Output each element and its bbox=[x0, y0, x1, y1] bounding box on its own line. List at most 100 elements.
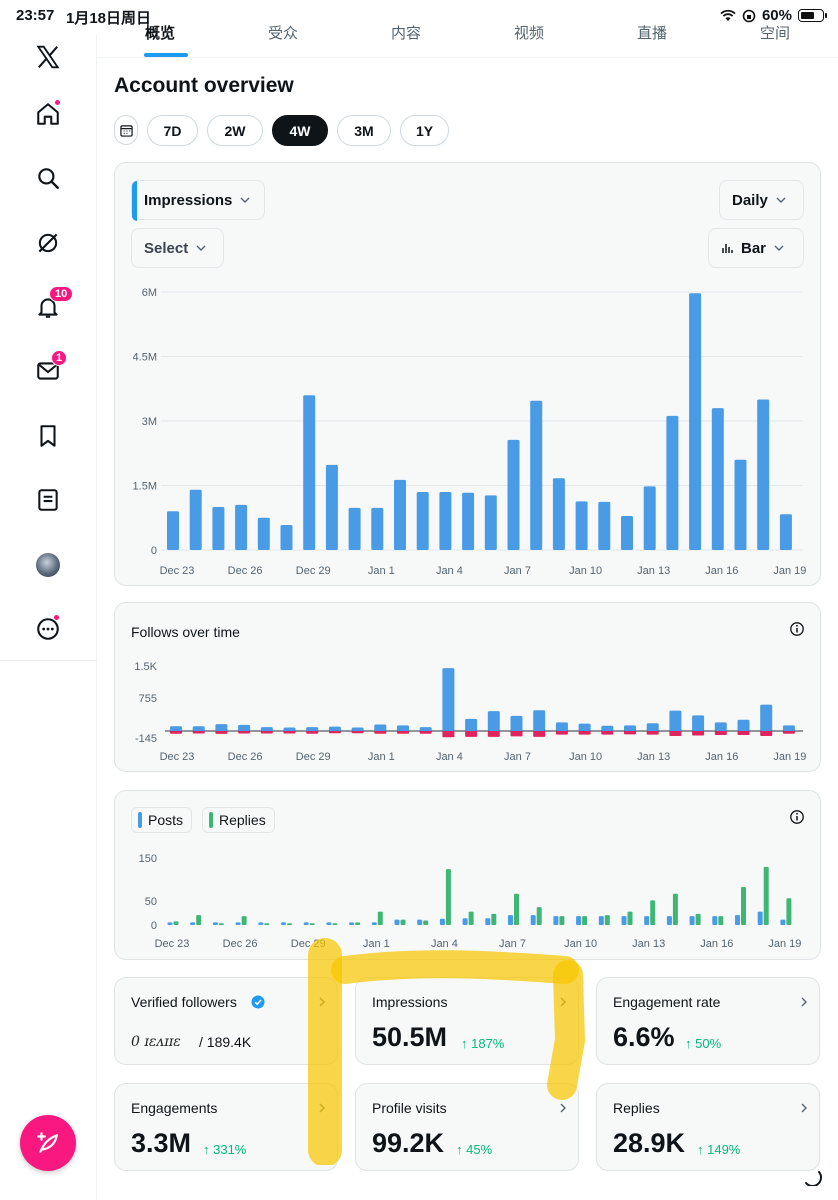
bookmarks-icon[interactable] bbox=[34, 422, 62, 450]
legend-replies-label: Replies bbox=[219, 812, 266, 828]
legend-replies[interactable]: Replies bbox=[202, 807, 275, 833]
more-icon[interactable] bbox=[34, 614, 62, 643]
compose-post-button[interactable] bbox=[20, 1115, 76, 1171]
bar bbox=[325, 464, 338, 550]
bar-gain bbox=[555, 722, 568, 731]
lists-icon[interactable] bbox=[34, 486, 62, 514]
messages-icon[interactable]: 1 bbox=[34, 350, 68, 385]
bar-gain bbox=[238, 724, 251, 731]
range-4w-button[interactable]: 4W bbox=[272, 115, 328, 146]
info-icon[interactable] bbox=[789, 809, 805, 825]
y-tick-label: 755 bbox=[139, 693, 157, 705]
bar bbox=[575, 501, 588, 550]
metric-dropdown[interactable]: Impressions bbox=[131, 180, 265, 221]
bar-replies bbox=[559, 916, 565, 925]
bar-posts bbox=[326, 922, 332, 925]
bar bbox=[439, 491, 452, 550]
stat-card-engagements[interactable]: Engagements 3.3M ↑ 331% bbox=[114, 1083, 338, 1171]
x-tick-label: Dec 29 bbox=[296, 751, 331, 763]
bar bbox=[212, 507, 225, 550]
range-2w-button[interactable]: 2W bbox=[207, 115, 263, 146]
bar-loss bbox=[782, 731, 795, 734]
bar-loss bbox=[533, 731, 546, 737]
x-tick-label: Jan 19 bbox=[773, 751, 806, 763]
tab-overview[interactable]: 概览 bbox=[145, 25, 176, 42]
stat-card-engagement-rate[interactable]: Engagement rate 6.6% ↑ 50% bbox=[596, 977, 820, 1065]
calendar-button[interactable] bbox=[114, 115, 138, 145]
legend-posts-label: Posts bbox=[148, 812, 184, 828]
range-3m-button[interactable]: 3M bbox=[337, 115, 391, 146]
tab-spaces[interactable]: 空间 bbox=[760, 25, 791, 42]
bar-gain bbox=[283, 727, 296, 731]
chevron-right-icon bbox=[801, 997, 807, 1007]
x-tick-label: Jan 7 bbox=[499, 938, 526, 950]
bar-replies bbox=[241, 916, 247, 925]
bar-gain bbox=[487, 711, 500, 731]
stat-label: Engagements bbox=[131, 1100, 218, 1116]
bar-gain bbox=[510, 715, 523, 731]
legend-posts[interactable]: Posts bbox=[131, 807, 193, 833]
home-icon[interactable] bbox=[34, 99, 62, 128]
y-tick-label: 0 bbox=[151, 920, 157, 932]
x-tick-label: Jan 10 bbox=[569, 565, 602, 577]
search-icon[interactable] bbox=[34, 164, 62, 192]
sidebar-divider bbox=[0, 660, 97, 661]
tab-audience[interactable]: 受众 bbox=[268, 25, 299, 42]
bar-loss bbox=[487, 731, 500, 737]
follows-chart-card: Follows over time -145 755 1.5K Dec 23 Dec 2… bbox=[114, 602, 821, 772]
battery-percent: 60% bbox=[761, 7, 792, 24]
bar-loss bbox=[760, 731, 773, 736]
tab-video[interactable]: 视频 bbox=[514, 25, 545, 42]
range-1y-button[interactable]: 1Y bbox=[400, 115, 449, 146]
bar-replies bbox=[400, 919, 406, 925]
y-tick-label: 1.5M bbox=[133, 481, 157, 493]
bar-loss bbox=[624, 731, 636, 735]
stat-card-impressions[interactable]: Impressions 50.5M ↑ 187% bbox=[355, 977, 579, 1065]
tab-live[interactable]: 直播 bbox=[637, 25, 668, 42]
bar-replies bbox=[445, 869, 451, 925]
bar-loss bbox=[351, 731, 364, 734]
stat-card-verified-followers[interactable]: Verified followers 0 ɪɛᴧɪɪɛ / 189.4K bbox=[114, 977, 338, 1065]
chevron-down-icon bbox=[196, 245, 206, 251]
bar-posts bbox=[190, 922, 196, 925]
y-tick-label: -145 bbox=[135, 733, 157, 745]
bar-posts bbox=[757, 911, 763, 925]
info-icon[interactable] bbox=[789, 621, 805, 637]
x-tick-label: Jan 4 bbox=[436, 565, 463, 577]
stat-change: ↑ 45% bbox=[456, 1142, 493, 1157]
x-tick-label: Dec 23 bbox=[160, 565, 195, 577]
notifications-icon[interactable]: 10 bbox=[34, 286, 74, 321]
bar-posts bbox=[462, 918, 468, 925]
grok-icon[interactable] bbox=[34, 229, 62, 257]
interval-dropdown[interactable]: Daily bbox=[719, 180, 804, 220]
bar-gain bbox=[533, 710, 546, 731]
chevron-right-icon bbox=[560, 1103, 566, 1113]
bar-chart-icon bbox=[722, 244, 733, 253]
bar bbox=[416, 491, 429, 550]
analytics-tabs: 概览 受众 内容 视频 直播 空间 bbox=[97, 18, 838, 58]
messages-count-badge: 1 bbox=[51, 350, 68, 366]
battery-icon bbox=[798, 9, 827, 22]
x-tick-label: Dec 26 bbox=[223, 938, 258, 950]
bar-gain bbox=[442, 668, 455, 731]
bar-posts bbox=[553, 916, 559, 925]
bar-replies bbox=[332, 923, 338, 925]
bar-posts bbox=[212, 922, 218, 925]
avatar[interactable] bbox=[36, 553, 60, 577]
chart-type-dropdown[interactable]: Bar bbox=[708, 228, 804, 268]
bar-loss bbox=[465, 731, 478, 737]
bar-replies bbox=[218, 923, 224, 925]
compare-dropdown[interactable]: Select bbox=[131, 228, 224, 268]
bar-gain bbox=[419, 727, 432, 731]
range-7d-button[interactable]: 7D bbox=[147, 115, 198, 146]
bar-replies bbox=[786, 898, 792, 925]
y-tick-label: 0 bbox=[151, 545, 157, 557]
tab-content[interactable]: 内容 bbox=[391, 25, 422, 42]
bar-loss bbox=[692, 731, 705, 736]
stat-card-replies[interactable]: Replies 28.9K ↑ 149% bbox=[596, 1083, 820, 1171]
stat-card-profile-visits[interactable]: Profile visits 99.2K ↑ 45% bbox=[355, 1083, 579, 1171]
x-logo-icon[interactable] bbox=[34, 43, 62, 71]
status-bar: 23:57 1月18日周日 60% bbox=[0, 0, 838, 34]
chevron-down-icon bbox=[776, 197, 786, 203]
bar bbox=[280, 525, 293, 550]
